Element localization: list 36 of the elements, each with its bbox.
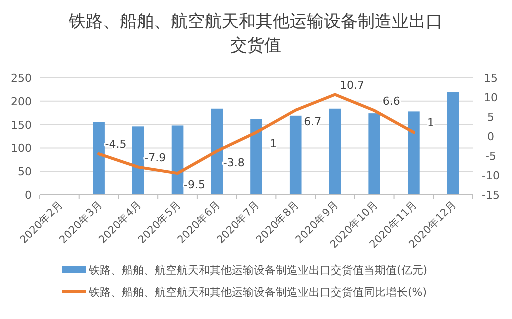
y2-tick-label: 5 — [488, 111, 494, 124]
y2-tick-label: -5 — [486, 150, 496, 163]
data-label: 1 — [270, 138, 277, 151]
bar — [211, 108, 224, 195]
y2-tick-label: 10 — [484, 92, 498, 104]
chart-title: 铁路、船舶、航空航天和其他运输设备制造业出口交货值 — [68, 12, 443, 56]
y-tick-label: 100 — [11, 142, 32, 156]
data-label: -3.8 — [223, 156, 245, 170]
y2-tick-label: -10 — [482, 170, 500, 182]
bar — [172, 126, 184, 195]
data-label: 10.7 — [340, 78, 364, 92]
y-tick-label: 200 — [11, 95, 32, 108]
legend-label: 铁路、船舶、航空航天和其他运输设备制造业出口交货值同比增长(%) — [88, 286, 428, 299]
y-tick-label: 250 — [11, 72, 32, 85]
bar — [250, 119, 262, 195]
y-tick-label: 0 — [25, 189, 32, 202]
bar — [447, 92, 460, 195]
y2-tick-label: 15 — [484, 72, 498, 85]
legend-label: 铁路、船舶、航空航天和其他运输设备制造业出口交货值当期值(亿元) — [88, 264, 428, 277]
bar — [408, 112, 420, 195]
bar — [329, 108, 342, 195]
y2-tick-label: -15 — [482, 189, 500, 202]
data-label: -4.5 — [105, 138, 127, 152]
data-label: 6.7 — [304, 115, 322, 128]
line-series — [98, 93, 416, 176]
bar — [368, 114, 380, 195]
bar — [93, 122, 105, 195]
data-label: -7.9 — [144, 151, 166, 164]
bar — [132, 126, 144, 195]
data-label: 6.6 — [382, 94, 400, 108]
bar — [290, 116, 302, 195]
y-tick-label: 50 — [18, 166, 32, 179]
data-label: 1 — [427, 116, 434, 130]
y2-tick-label: 0 — [488, 130, 494, 144]
y-tick-label: 150 — [11, 118, 32, 132]
data-label: -9.5 — [184, 178, 206, 192]
